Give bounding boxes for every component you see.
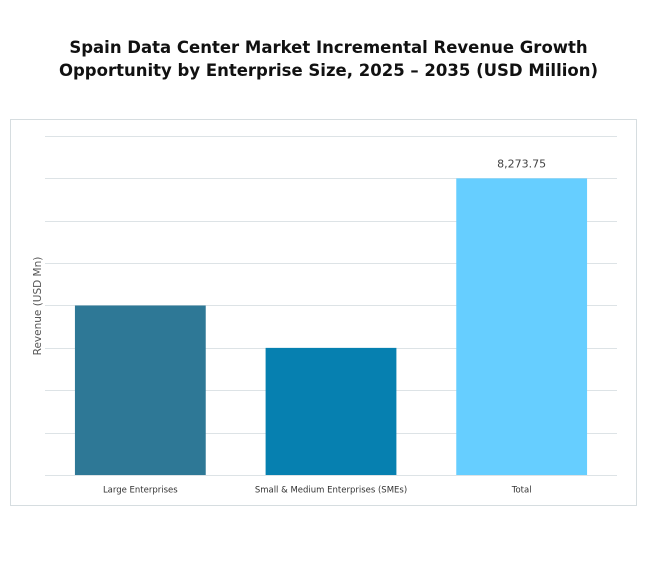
- x-tick-label: Total: [511, 486, 532, 496]
- bar: [265, 347, 397, 475]
- x-tick-label: Large Enterprises: [103, 486, 178, 496]
- chart-frame: [10, 119, 637, 506]
- y-axis-label: Revenue (USD Mn): [32, 257, 44, 356]
- value-label: 8,273.75: [497, 157, 546, 170]
- bar: [456, 178, 588, 475]
- bar: [74, 305, 206, 475]
- chart-title: Spain Data Center Market Incremental Rev…: [58, 38, 599, 80]
- x-tick-label: Small & Medium Enterprises (SMEs): [255, 486, 407, 496]
